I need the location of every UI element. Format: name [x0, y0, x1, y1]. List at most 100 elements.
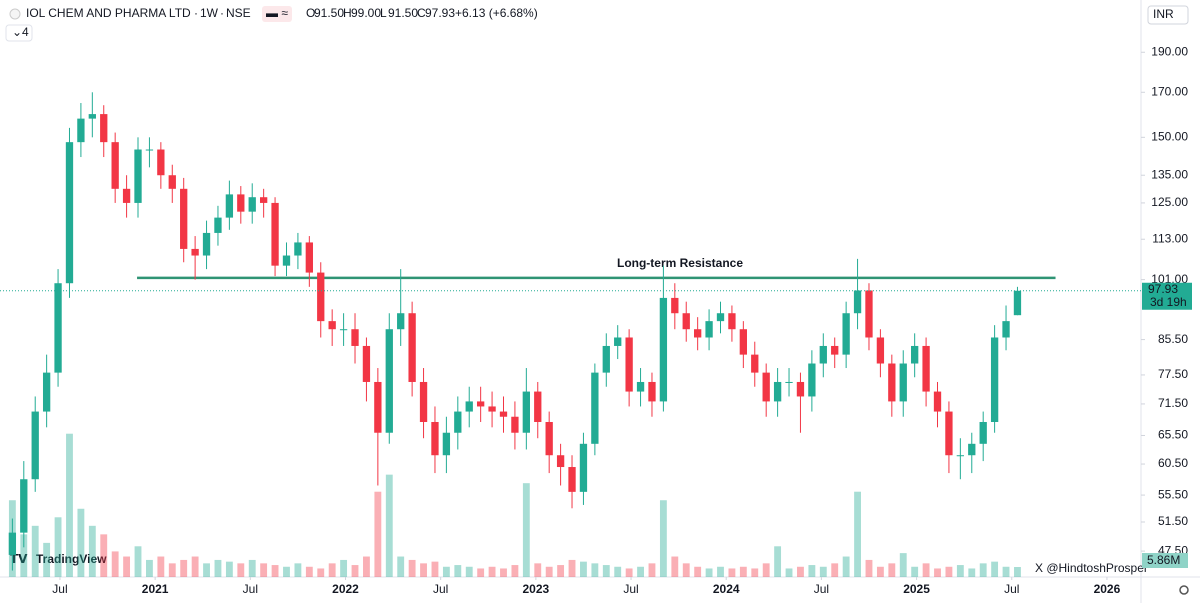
- chevron: ⌄: [12, 25, 22, 39]
- candle-body: [271, 202, 279, 266]
- candle-body: [111, 142, 119, 189]
- tv-logo: TradingView: [36, 552, 107, 566]
- volume-bar: [500, 568, 507, 577]
- y-tick-label: 55.50: [1158, 487, 1188, 501]
- volume-bar: [317, 568, 325, 577]
- candle-body: [317, 272, 325, 322]
- candle-body: [671, 297, 679, 314]
- x-tick-label: Jul: [243, 582, 258, 596]
- candle-body: [534, 391, 542, 422]
- volume-bar: [477, 568, 485, 577]
- candle-body: [465, 401, 473, 412]
- volume-bar: [43, 542, 51, 577]
- volume-bar: [420, 563, 427, 577]
- volume-bar: [591, 563, 599, 577]
- candle-body: [225, 194, 234, 218]
- x-tick-label: 2021: [142, 582, 169, 596]
- candle-body: [134, 149, 142, 203]
- candle-body: [682, 313, 690, 330]
- volume-bar: [911, 566, 919, 577]
- volume-bar: [751, 568, 759, 577]
- candle-body: [122, 188, 131, 203]
- candle-body: [259, 197, 268, 203]
- interval[interactable]: 1W: [200, 6, 219, 20]
- currency-button[interactable]: [1147, 5, 1189, 25]
- candle-body: [648, 381, 656, 402]
- volume-bar: [819, 566, 827, 577]
- volume-bar: [968, 568, 976, 577]
- volume-bar: [945, 566, 953, 577]
- candle-body: [202, 232, 211, 256]
- volume-bar: [180, 559, 188, 577]
- candle-body: [88, 114, 96, 119]
- settings-gear[interactable]: [1179, 585, 1189, 595]
- status-badge[interactable]: [262, 6, 292, 22]
- candle-body: [168, 175, 176, 189]
- volume-bar: [237, 563, 245, 577]
- candle-body: [42, 372, 51, 412]
- volume-bar: [385, 474, 393, 577]
- symbol[interactable]: IOL CHEM AND PHARMA LTD: [26, 6, 191, 20]
- separator: ·: [220, 6, 224, 20]
- candle-body: [351, 329, 359, 346]
- volume-bar: [340, 559, 348, 577]
- last-price: 97.93: [1148, 282, 1178, 296]
- volume-bar: [522, 483, 530, 577]
- price-badge: [1142, 282, 1192, 310]
- volume-bar: [568, 559, 576, 577]
- price-change: +6.13 (+6.68%): [455, 6, 538, 20]
- candle-body: [773, 381, 782, 402]
- indicators-toggle[interactable]: [5, 24, 33, 42]
- volume-bar: [488, 566, 496, 577]
- volume-bar: [157, 556, 165, 577]
- y-tick-label: 85.50: [1158, 332, 1188, 346]
- volume-bar: [979, 563, 987, 577]
- x-tick-label: Jul: [623, 582, 638, 596]
- x-tick-label: 2024: [713, 582, 740, 596]
- y-tick-label: 135.00: [1151, 167, 1188, 181]
- y-tick-label: 125.00: [1151, 195, 1188, 209]
- candle-body: [442, 432, 451, 456]
- candle-body: [831, 345, 839, 355]
- candle-body: [602, 345, 610, 373]
- ohlc-key: C: [417, 6, 426, 20]
- volume-bar: [294, 563, 302, 577]
- x-tick-label: Jul: [1004, 582, 1019, 596]
- candle-body: [808, 363, 816, 397]
- candle-body: [933, 391, 942, 412]
- candle-body: [180, 188, 188, 249]
- volume-bar: [374, 491, 382, 577]
- candle-body: [408, 313, 416, 382]
- y-tick-label: 65.50: [1158, 428, 1188, 442]
- candle-body: [716, 313, 725, 322]
- volume-bar: [648, 563, 656, 577]
- volume-bar: [225, 561, 233, 577]
- y-tick-label: 150.00: [1151, 129, 1188, 143]
- volume-bar: [580, 561, 587, 577]
- separator: ·: [194, 6, 198, 20]
- volume-label: 5.86M: [1147, 553, 1180, 567]
- volume-bar: [922, 563, 930, 577]
- volume-bar: [614, 566, 622, 577]
- candle-body: [282, 255, 291, 266]
- volume-bar: [408, 559, 416, 577]
- ohlc-value: 97.93: [425, 6, 455, 20]
- volume-bar: [271, 565, 279, 577]
- volume-bar: [191, 556, 199, 577]
- volume-bar: [1002, 566, 1010, 577]
- candle-body: [694, 329, 702, 338]
- candle-body: [819, 345, 827, 364]
- ohlc-key: O: [306, 6, 315, 20]
- candle-body: [728, 313, 736, 330]
- volume-bar: [557, 565, 565, 577]
- candle-body: [237, 194, 245, 212]
- x-tick-label: 2022: [332, 582, 359, 596]
- x-tick-label: Jul: [433, 582, 448, 596]
- candle-body: [636, 381, 645, 392]
- volume-bar: [431, 561, 439, 577]
- volume-bar: [888, 563, 896, 577]
- currency: INR: [1153, 7, 1174, 21]
- candle-body: [511, 416, 519, 433]
